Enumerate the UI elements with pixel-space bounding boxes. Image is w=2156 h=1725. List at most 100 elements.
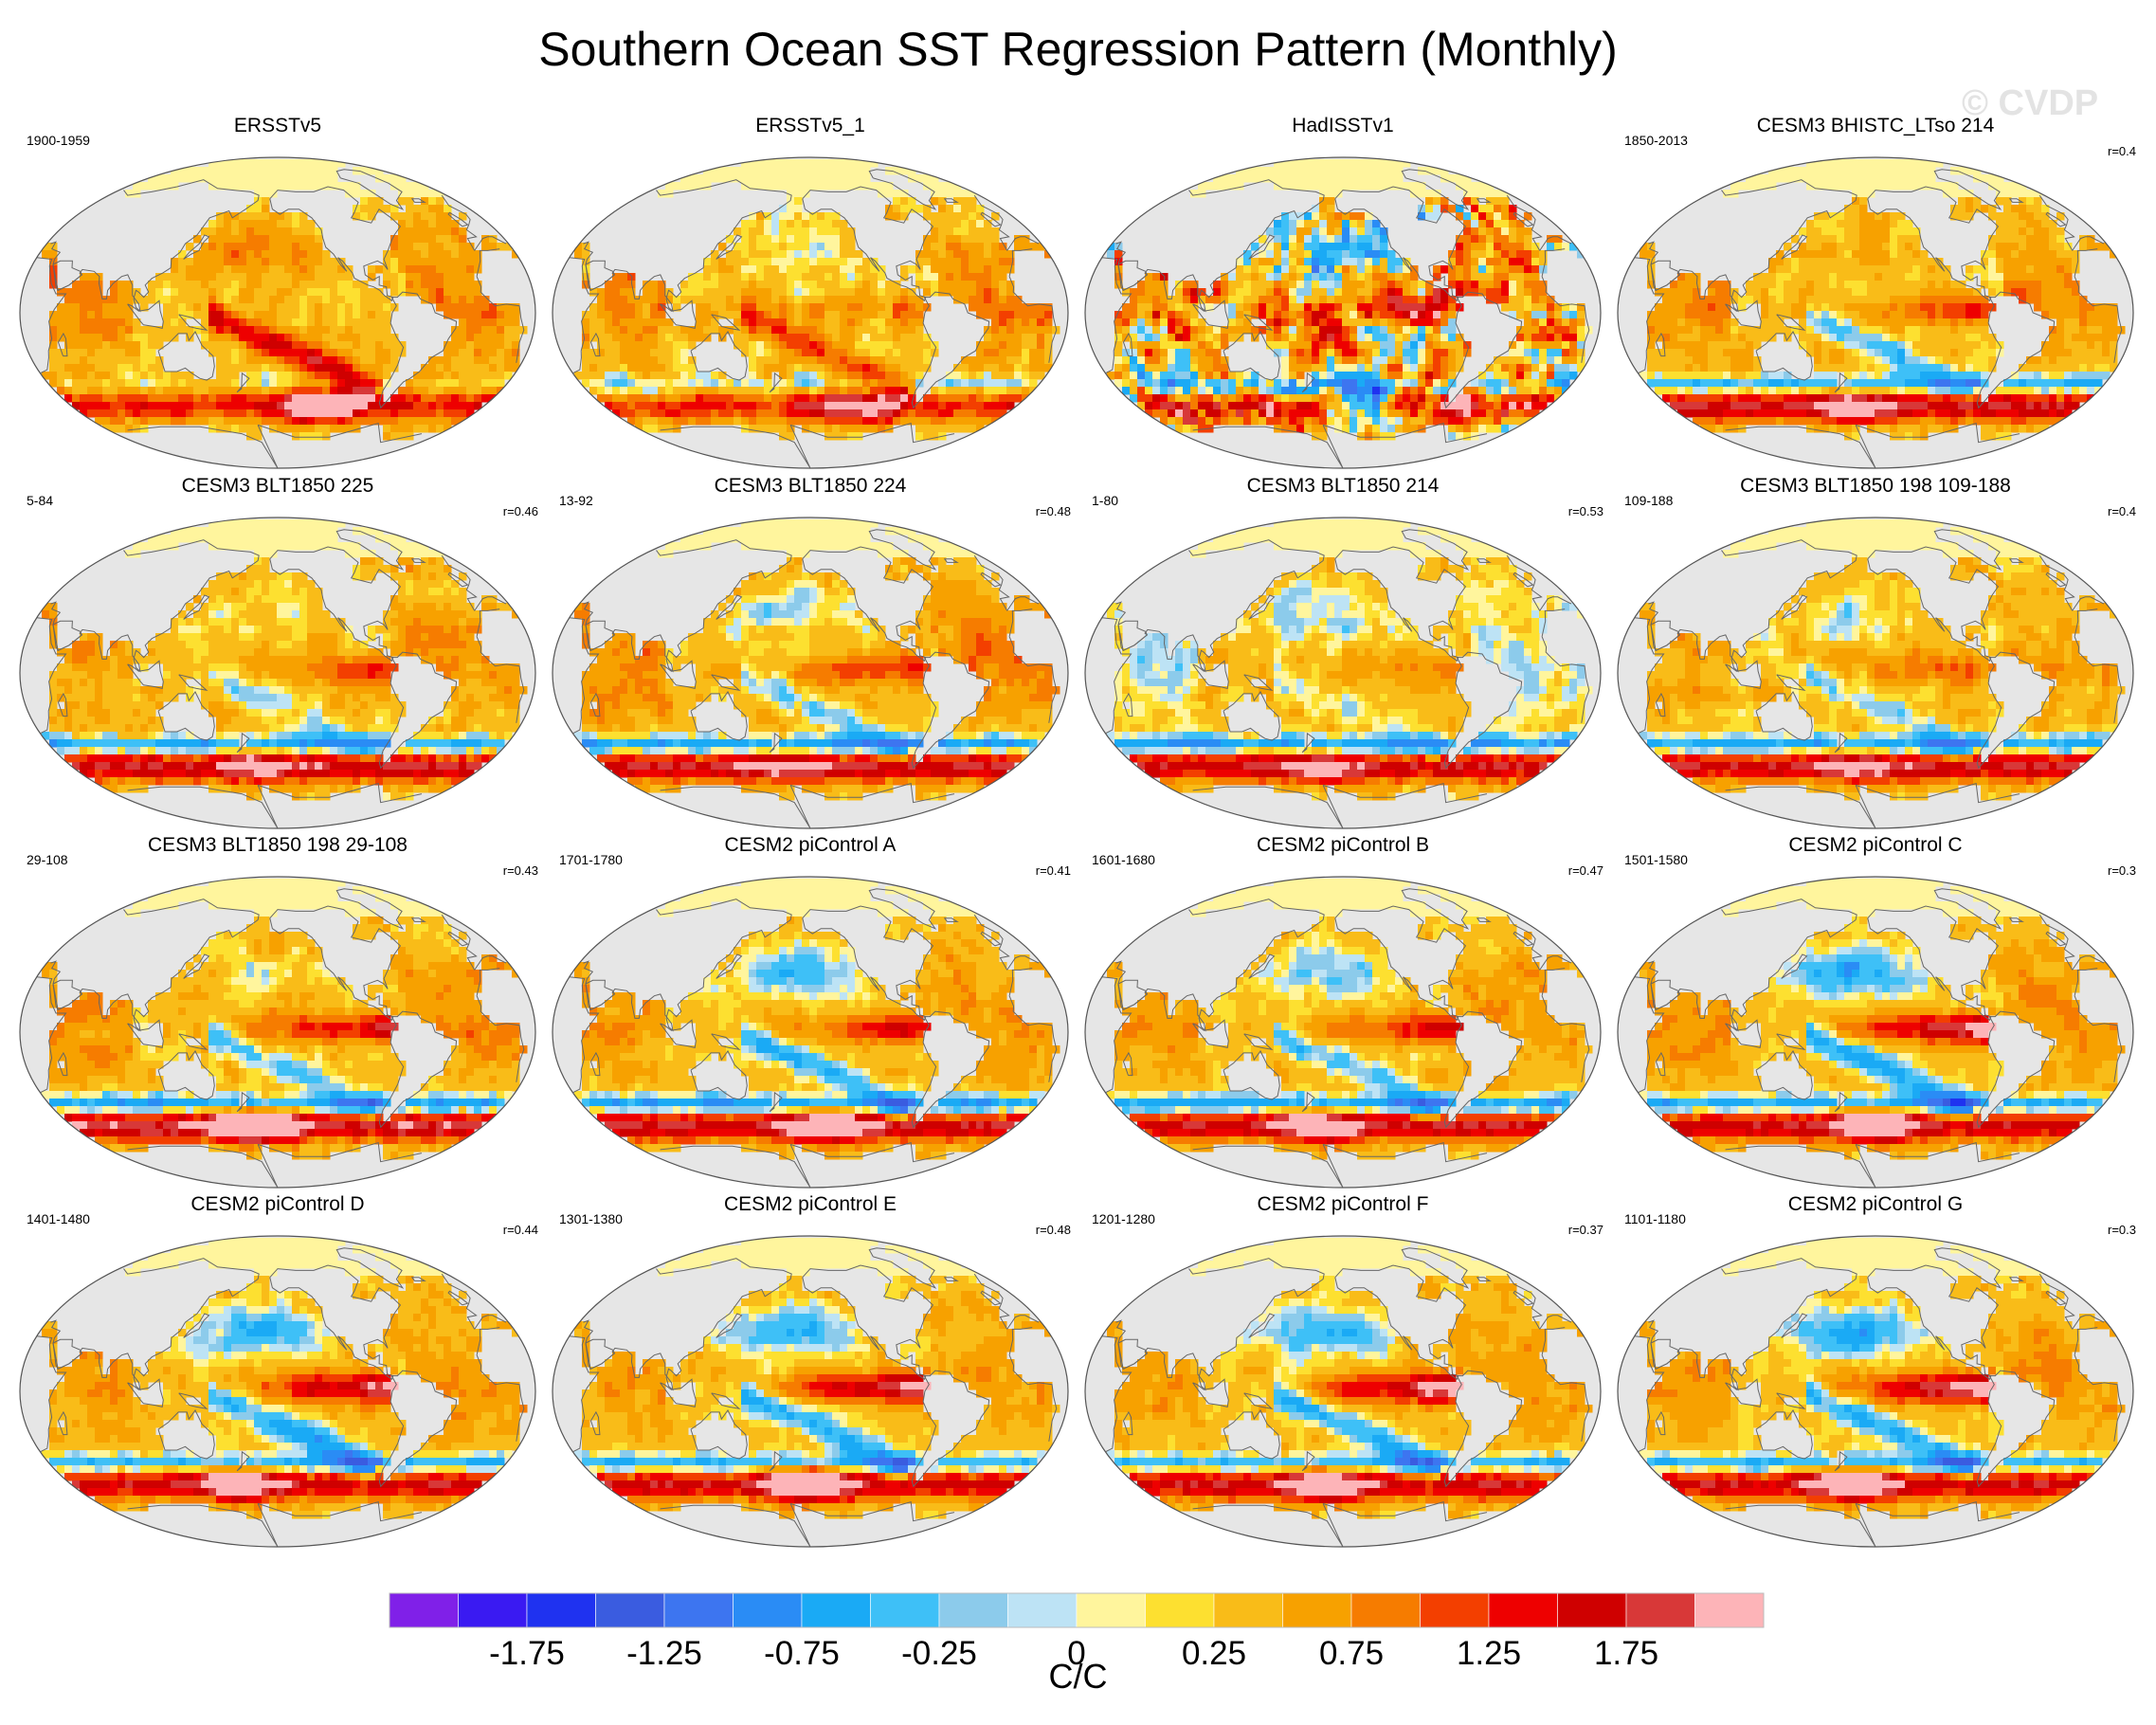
coastline-indonesia — [660, 300, 697, 330]
sst-cell — [1304, 349, 1313, 357]
sst-cell — [368, 303, 376, 312]
sst-cell — [1569, 341, 1578, 350]
sst-cell — [953, 364, 962, 372]
sst-cell — [1852, 243, 1860, 251]
sst-cell — [1198, 182, 1206, 191]
sst-cell — [1168, 356, 1176, 365]
sst-cell — [938, 281, 947, 289]
sst-cell — [254, 372, 263, 380]
sst-cell — [1448, 349, 1457, 357]
sst-cell — [1693, 288, 1701, 297]
sst-cell — [862, 311, 871, 319]
sst-cell — [1236, 402, 1244, 410]
sst-cell — [824, 250, 833, 259]
sst-cell — [216, 341, 225, 350]
sst-cell — [1456, 334, 1464, 342]
sst-cell — [953, 425, 962, 433]
sst-cell — [1776, 265, 1785, 274]
sst-cell — [794, 296, 803, 304]
sst-cell — [984, 341, 992, 350]
sst-cell — [1380, 227, 1388, 236]
sst-cell — [1403, 409, 1411, 418]
sst-cell — [368, 409, 376, 418]
sst-cell — [1501, 273, 1510, 281]
sst-cell — [1516, 303, 1525, 312]
sst-cell — [1342, 227, 1350, 236]
sst-cell — [269, 243, 278, 251]
sst-cell — [436, 243, 444, 251]
sst-cell — [421, 379, 429, 388]
sst-cell — [991, 341, 1000, 350]
sst-cell — [277, 265, 285, 274]
sst-cell — [155, 281, 164, 289]
sst-cell — [787, 425, 795, 433]
sst-cell — [749, 402, 757, 410]
sst-cell — [832, 372, 841, 380]
sst-cell — [1281, 318, 1290, 327]
sst-cell — [512, 318, 520, 327]
sst-cell — [779, 159, 788, 168]
sst-cell — [961, 273, 969, 281]
sst-cell — [1380, 341, 1388, 350]
sst-cell — [1501, 243, 1510, 251]
sst-cell — [643, 326, 651, 335]
sst-cell — [605, 303, 613, 312]
sst-cell — [277, 417, 285, 426]
coastline-greenland — [335, 169, 405, 210]
sst-cell — [1425, 212, 1434, 221]
sst-cell — [915, 205, 924, 213]
sst-cell — [1137, 379, 1146, 388]
sst-cell — [1768, 258, 1777, 266]
sst-cell — [1213, 417, 1222, 426]
sst-cell — [726, 273, 734, 281]
sst-cell — [1365, 417, 1373, 426]
sst-cell — [1844, 182, 1853, 191]
sst-cell — [193, 250, 202, 259]
sst-cell — [322, 432, 331, 441]
sst-cell — [330, 402, 338, 410]
sst-cell — [1531, 349, 1540, 357]
sst-cell — [1585, 326, 1593, 335]
sst-cell — [734, 265, 742, 274]
sst-cell — [756, 273, 765, 281]
coastline-australia — [1223, 331, 1280, 381]
sst-cell — [627, 409, 636, 418]
sst-cell — [269, 182, 278, 191]
sst-cell — [148, 402, 156, 410]
sst-cell — [1387, 409, 1396, 418]
sst-cell — [1304, 318, 1313, 327]
sst-cell — [1372, 265, 1381, 274]
sst-cell — [148, 174, 156, 183]
sst-cell — [360, 417, 369, 426]
sst-cell — [1274, 326, 1282, 335]
sst-cell — [2056, 265, 2065, 274]
sst-cell — [605, 349, 613, 357]
sst-cell — [779, 235, 788, 244]
sst-cell — [771, 174, 780, 183]
sst-cell — [991, 326, 1000, 335]
sst-cell — [239, 417, 247, 426]
sst-cell — [999, 281, 1007, 289]
sst-cell — [413, 425, 422, 433]
sst-cell — [436, 212, 444, 221]
sst-cell — [870, 364, 879, 372]
sst-cell — [390, 334, 399, 342]
sst-cell — [231, 318, 240, 327]
sst-cell — [1410, 303, 1419, 312]
sst-cell — [832, 356, 841, 365]
sst-cell — [390, 409, 399, 418]
sst-cell — [1014, 341, 1023, 350]
sst-cell — [620, 349, 628, 357]
sst-cell — [1107, 243, 1115, 251]
sst-cell — [1950, 190, 1959, 198]
sst-cell — [444, 311, 452, 319]
sst-cell — [512, 311, 520, 319]
sst-cell — [582, 364, 590, 372]
sst-cell — [337, 341, 346, 350]
sst-cell — [254, 235, 263, 244]
sst-map — [19, 156, 536, 469]
sst-cell — [1312, 243, 1320, 251]
sst-map — [1084, 156, 1602, 469]
sst-cell — [1821, 182, 1830, 191]
sst-cell — [1494, 387, 1502, 395]
